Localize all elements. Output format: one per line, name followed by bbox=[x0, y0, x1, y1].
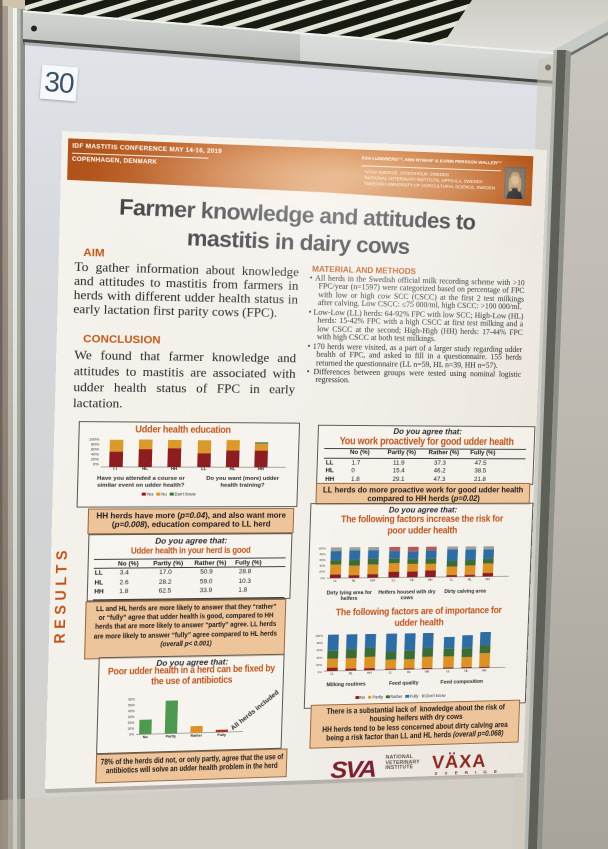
svg-text:LL: LL bbox=[392, 579, 396, 583]
svg-text:60%: 60% bbox=[128, 698, 135, 702]
svg-text:HH: HH bbox=[258, 466, 264, 470]
svg-text:No: No bbox=[143, 735, 149, 739]
svg-text:40%: 40% bbox=[91, 452, 100, 457]
svg-text:LL: LL bbox=[446, 670, 450, 674]
svg-text:HH: HH bbox=[171, 466, 177, 470]
svg-text:Rather: Rather bbox=[190, 734, 202, 738]
svg-text:HL: HL bbox=[407, 670, 411, 674]
svg-text:HL: HL bbox=[349, 672, 353, 676]
svg-text:LL: LL bbox=[333, 579, 337, 583]
svg-text:HH: HH bbox=[482, 669, 487, 673]
svg-text:HL: HL bbox=[410, 578, 414, 582]
svg-text:0%: 0% bbox=[321, 576, 326, 580]
svg-text:LL: LL bbox=[330, 672, 334, 676]
svg-text:10%: 10% bbox=[127, 727, 134, 731]
svg-text:HH: HH bbox=[425, 670, 430, 674]
svg-text:0%: 0% bbox=[93, 462, 99, 467]
svg-text:40%: 40% bbox=[319, 564, 325, 568]
svg-text:HH: HH bbox=[367, 671, 372, 675]
svg-text:60%: 60% bbox=[91, 447, 100, 452]
svg-text:HL: HL bbox=[468, 578, 472, 582]
svg-text:HL: HL bbox=[352, 579, 356, 583]
svg-text:LL: LL bbox=[201, 466, 207, 470]
svg-text:80%: 80% bbox=[320, 552, 326, 556]
svg-text:80%: 80% bbox=[317, 641, 323, 645]
svg-text:50%: 50% bbox=[128, 704, 135, 708]
svg-text:100%: 100% bbox=[315, 634, 323, 638]
svg-text:HL: HL bbox=[229, 466, 235, 470]
svg-text:60%: 60% bbox=[317, 649, 323, 653]
svg-text:60%: 60% bbox=[320, 558, 326, 562]
svg-text:HH: HH bbox=[370, 579, 375, 583]
svg-text:Fully: Fully bbox=[217, 733, 226, 737]
svg-text:40%: 40% bbox=[316, 656, 322, 660]
svg-text:100%: 100% bbox=[89, 437, 100, 442]
svg-text:LL: LL bbox=[389, 671, 393, 675]
svg-text:20%: 20% bbox=[316, 663, 322, 667]
svg-text:30%: 30% bbox=[128, 715, 135, 719]
svg-text:HL: HL bbox=[142, 466, 148, 470]
svg-text:0%: 0% bbox=[129, 733, 134, 737]
svg-text:0%: 0% bbox=[317, 670, 322, 674]
svg-text:20%: 20% bbox=[91, 457, 100, 462]
svg-text:LL: LL bbox=[450, 578, 454, 582]
svg-text:80%: 80% bbox=[91, 442, 100, 447]
svg-text:100%: 100% bbox=[318, 547, 326, 551]
svg-text:LL: LL bbox=[113, 467, 119, 471]
svg-text:20%: 20% bbox=[319, 570, 325, 574]
svg-text:HL: HL bbox=[464, 669, 468, 673]
svg-text:HH: HH bbox=[428, 578, 433, 582]
svg-text:HH: HH bbox=[485, 578, 490, 582]
svg-text:20%: 20% bbox=[128, 721, 135, 725]
svg-text:Partly: Partly bbox=[166, 734, 177, 738]
svg-text:40%: 40% bbox=[128, 709, 135, 713]
